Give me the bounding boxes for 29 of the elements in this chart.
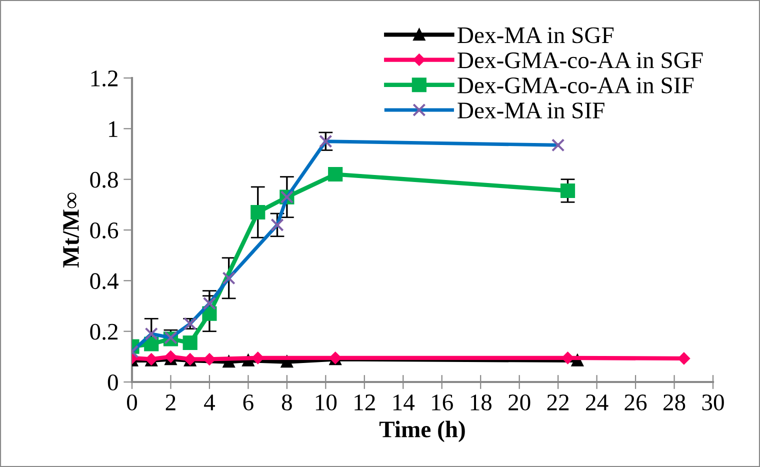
x-tick-label: 26 <box>624 394 647 410</box>
x-tick-label: 12 <box>354 394 375 410</box>
y-tick-label: 1 <box>109 121 118 137</box>
x-tick-label: 6 <box>243 394 254 410</box>
y-tick-label: 0 <box>108 374 118 390</box>
x-axis-title: Time (h) <box>379 420 465 442</box>
x-tick-label: 14 <box>393 394 415 410</box>
y-tick-label: 0.8 <box>90 172 118 188</box>
x-tick-label: 10 <box>316 394 337 410</box>
legend-label: Dex-MA in SIF <box>458 102 604 118</box>
y-tick-label: 0.2 <box>90 324 118 340</box>
y-tick-label: 0.6 <box>90 222 118 239</box>
x-tick-label: 4 <box>204 394 215 410</box>
x-tick-label: 22 <box>547 394 569 410</box>
x-tick-label: 20 <box>508 394 530 410</box>
legend-label: Dex-GMA-co-AA in SIF <box>458 78 694 94</box>
legend-label: Dex-GMA-co-AA in SGF <box>458 52 703 68</box>
x-tick-label: 8 <box>282 394 292 410</box>
x-tick-label: 24 <box>586 394 608 410</box>
y-axis-title: Mt/M∞ <box>63 192 79 268</box>
y-tick-label: 0.4 <box>90 273 118 290</box>
x-tick-label: 28 <box>664 394 686 410</box>
x-tick-label: 16 <box>432 394 453 410</box>
x-tick-label: 18 <box>470 394 492 410</box>
y-tick-label: 1.2 <box>91 70 118 87</box>
legend-label: Dex-MA in SGF <box>458 27 614 44</box>
x-tick-label: 0 <box>126 394 138 410</box>
x-tick-label: 30 <box>702 394 724 410</box>
x-tick-label: 2 <box>166 394 176 410</box>
